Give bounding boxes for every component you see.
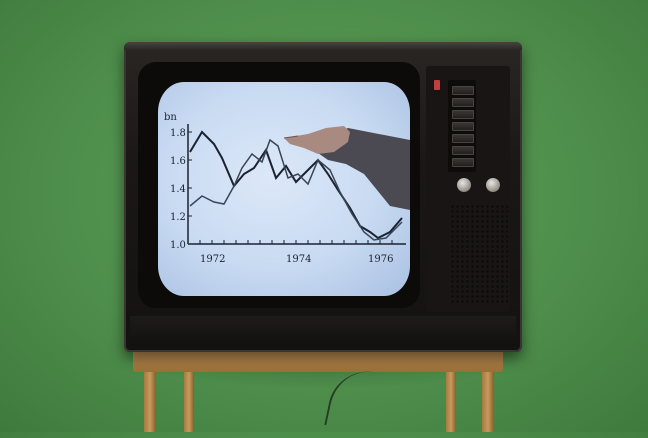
x-tick-label: 1976 bbox=[368, 254, 393, 265]
y-tick-label: 1.2 bbox=[170, 212, 186, 223]
tuning-knob[interactable] bbox=[486, 178, 500, 192]
series-line-light bbox=[189, 138, 403, 241]
series-line-dark bbox=[189, 130, 403, 240]
channel-button[interactable] bbox=[452, 86, 474, 95]
channel-button[interactable] bbox=[452, 134, 474, 143]
television-base bbox=[130, 316, 516, 346]
y-tick-label: 1.6 bbox=[170, 156, 186, 167]
x-tick-label: 1974 bbox=[286, 254, 311, 265]
stand-leg bbox=[482, 360, 494, 432]
stand-leg bbox=[446, 368, 456, 432]
channel-button[interactable] bbox=[452, 98, 474, 107]
channel-button[interactable] bbox=[452, 158, 474, 167]
stand-leg bbox=[184, 368, 194, 432]
channel-button[interactable] bbox=[452, 122, 474, 131]
y-axis-ticks bbox=[188, 131, 192, 217]
power-indicator bbox=[434, 80, 440, 90]
volume-knob[interactable] bbox=[457, 178, 471, 192]
y-tick-label: 1.8 bbox=[170, 128, 186, 139]
channel-button[interactable] bbox=[452, 110, 474, 119]
unit-label: bn bbox=[164, 112, 177, 123]
pointing-hand bbox=[283, 126, 410, 210]
television-top-edge bbox=[124, 42, 522, 50]
tv-screen: bn 1.8 1.6 1.4 1.2 1.0 1972 1974 1976 bbox=[158, 82, 410, 296]
y-tick-label: 1.0 bbox=[170, 240, 186, 251]
channel-button[interactable] bbox=[452, 146, 474, 155]
screen-chart: bn 1.8 1.6 1.4 1.2 1.0 1972 1974 1976 bbox=[164, 112, 410, 265]
y-tick-label: 1.4 bbox=[170, 184, 186, 195]
stand-leg bbox=[144, 360, 156, 432]
x-tick-label: 1972 bbox=[200, 254, 225, 265]
speaker-grille bbox=[450, 204, 508, 304]
x-axis-ticks bbox=[199, 240, 393, 244]
